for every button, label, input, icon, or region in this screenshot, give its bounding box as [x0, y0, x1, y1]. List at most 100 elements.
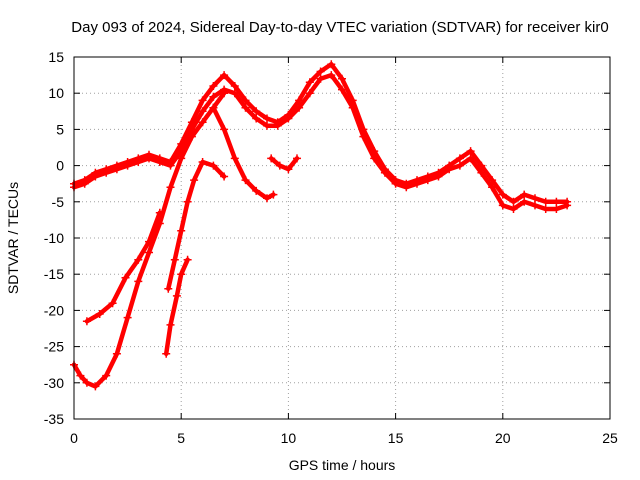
y-tick-label: -35: [44, 411, 64, 427]
data-point: [102, 168, 111, 177]
data-point: [91, 172, 100, 181]
data-point: [198, 107, 207, 116]
data-point: [295, 103, 304, 112]
data-point: [509, 205, 518, 213]
x-axis-label: GPS time / hours: [289, 457, 396, 473]
data-point: [91, 382, 100, 391]
data-point: [252, 107, 261, 116]
data-point: [531, 194, 539, 203]
y-tick-label: -25: [44, 339, 64, 355]
data-point: [76, 371, 85, 380]
data-point: [316, 74, 325, 83]
data-point: [187, 132, 196, 141]
data-point: [145, 237, 153, 246]
data-point: [541, 205, 550, 213]
data-point: [552, 205, 561, 213]
data-point: [391, 179, 400, 188]
x-tick-label: 5: [177, 430, 185, 446]
y-tick-label: -5: [52, 194, 65, 210]
y-tick-label: -30: [44, 375, 64, 391]
data-point: [498, 190, 507, 199]
data-point: [209, 161, 218, 170]
data-point: [198, 158, 207, 166]
y-tick-label: -20: [44, 302, 64, 318]
data-point: [95, 310, 104, 318]
series-line: [211, 105, 276, 201]
data-point: [108, 299, 117, 308]
chart-title: Day 093 of 2024, Sidereal Day-to-day VTE…: [71, 19, 608, 36]
data-point: [155, 208, 164, 217]
data-point: [220, 71, 229, 80]
data-point: [455, 154, 464, 163]
data-point: [269, 190, 278, 199]
data-point: [162, 349, 171, 358]
x-tick-label: 0: [70, 430, 78, 446]
data-point: [370, 154, 379, 163]
series-line: [268, 156, 300, 172]
series-line: [71, 61, 570, 205]
data-point: [252, 186, 261, 195]
axis-ticks: 0 5 10 15 20 25 -35 -30 -25 -20 -15 -10 -5 0 5 10 15: [44, 49, 618, 446]
data-point: [338, 85, 346, 94]
data-point: [230, 89, 239, 98]
data-point: [145, 154, 153, 163]
x-tick-label: 20: [495, 430, 511, 446]
data-point: [520, 197, 529, 206]
series-late-drop: [209, 103, 278, 203]
data-point: [293, 154, 301, 163]
data-point: [327, 71, 336, 80]
data-point: [177, 226, 186, 235]
data-point: [209, 92, 218, 101]
series-rise-fast: [164, 158, 229, 293]
data-point: [220, 172, 229, 181]
data-point: [273, 121, 282, 130]
data-point: [198, 96, 207, 105]
data-series: [70, 60, 572, 391]
data-point: [230, 82, 239, 90]
data-point: [183, 197, 192, 206]
series-line: [166, 159, 227, 291]
series-evening-dip: [267, 154, 301, 174]
y-tick-label: 5: [56, 121, 64, 137]
data-point: [209, 82, 218, 90]
data-point: [252, 114, 261, 123]
data-point: [134, 277, 143, 286]
data-point: [563, 201, 572, 210]
data-point: [220, 89, 229, 98]
y-tick-label: 10: [48, 85, 64, 101]
data-point: [190, 176, 199, 185]
data-point: [166, 320, 175, 329]
data-point: [220, 125, 229, 134]
data-point: [423, 176, 432, 185]
data-point: [477, 168, 486, 177]
data-point: [134, 158, 143, 166]
data-point: [434, 172, 443, 181]
data-point: [488, 183, 497, 192]
series-line: [71, 90, 227, 389]
data-point: [263, 121, 271, 130]
data-point: [275, 161, 284, 170]
data-point: [541, 197, 550, 206]
data-point: [170, 255, 179, 264]
data-point: [82, 317, 91, 326]
data-point: [123, 161, 132, 170]
data-point: [166, 161, 175, 170]
data-point: [327, 60, 336, 69]
series-line: [71, 72, 570, 212]
data-point: [531, 201, 539, 210]
x-tick-label: 15: [388, 430, 404, 446]
data-point: [466, 147, 475, 156]
data-point: [123, 313, 132, 322]
data-point: [172, 291, 181, 300]
data-point: [112, 349, 121, 358]
data-point: [164, 284, 173, 293]
data-point: [183, 255, 192, 264]
data-point: [305, 89, 314, 98]
data-point: [241, 103, 250, 112]
data-point: [145, 248, 153, 257]
y-axis-label: SDTVAR / TECUs: [5, 182, 21, 294]
data-point: [284, 114, 293, 123]
data-point: [267, 154, 276, 163]
data-point: [209, 103, 218, 112]
